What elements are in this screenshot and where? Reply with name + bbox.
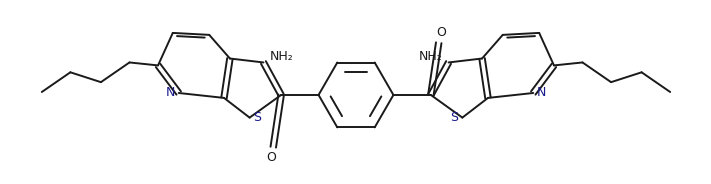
Text: O: O <box>436 26 446 39</box>
Text: S: S <box>451 111 459 124</box>
Text: N: N <box>166 86 176 100</box>
Text: S: S <box>254 111 262 124</box>
Text: NH₂: NH₂ <box>419 50 443 63</box>
Text: O: O <box>267 151 277 164</box>
Text: NH₂: NH₂ <box>269 50 293 63</box>
Text: N: N <box>537 86 546 100</box>
